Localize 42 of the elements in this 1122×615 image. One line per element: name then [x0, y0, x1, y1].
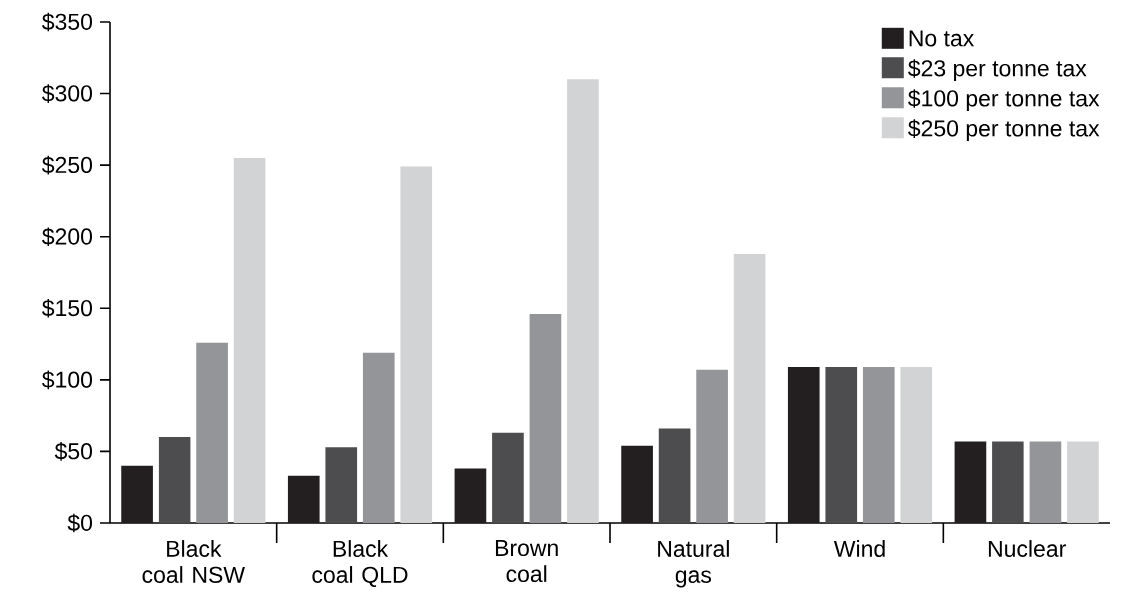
bar — [287, 475, 320, 523]
bar — [362, 352, 395, 523]
legend-label: No tax — [909, 30, 974, 47]
x-tick-label: Brown coal — [495, 540, 558, 583]
bar — [862, 366, 895, 523]
x-tick-label: Nuclear — [988, 540, 1066, 557]
bar — [454, 468, 487, 523]
bar — [733, 253, 766, 523]
y-tick-label: $50 — [54, 442, 93, 461]
y-tick-label: $150 — [42, 298, 93, 318]
bar — [658, 428, 691, 523]
x-tick-label: Wind — [833, 540, 885, 557]
bar — [325, 447, 358, 523]
bar — [696, 369, 728, 523]
x-tick-label: Natural gas — [658, 540, 729, 588]
bar — [158, 437, 191, 523]
y-tick-label: $0 — [67, 513, 93, 533]
bar — [1067, 441, 1099, 523]
y-tick-label: $350 — [42, 12, 93, 32]
legend-label: $100 per tonne tax — [908, 89, 1100, 112]
y-tick-label: $200 — [42, 227, 93, 247]
bar — [900, 366, 933, 523]
bar — [400, 166, 433, 523]
bar — [1029, 441, 1062, 523]
bar — [121, 465, 153, 523]
bar — [233, 157, 266, 523]
bar — [529, 314, 562, 523]
legend-label: $23 per tonne tax — [908, 59, 1087, 82]
bar — [787, 366, 820, 523]
bar — [992, 441, 1024, 523]
y-tick-label: $300 — [42, 84, 93, 103]
bar — [621, 445, 653, 523]
x-tick-label: Black coal NSW — [142, 540, 245, 583]
bar — [825, 366, 858, 523]
y-tick-label: $250 — [42, 155, 93, 175]
legend-label: $250 per tonne tax — [908, 119, 1100, 142]
bar — [492, 432, 524, 523]
bar — [954, 441, 987, 523]
y-tick-label: $100 — [42, 370, 93, 390]
x-tick-label: Black coal QLD — [312, 540, 408, 588]
bar — [567, 79, 599, 523]
bar — [196, 342, 228, 523]
